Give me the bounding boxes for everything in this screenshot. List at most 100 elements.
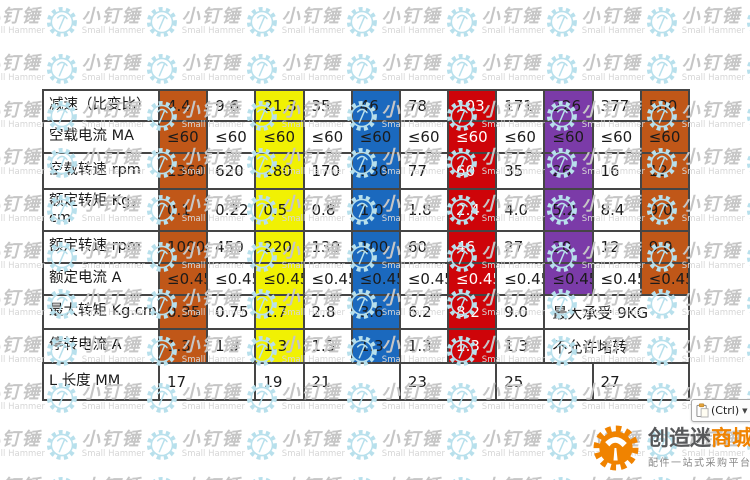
watermark-en-text: Small Hammer xyxy=(381,25,445,36)
table-cell: 60 xyxy=(398,230,450,264)
table-cell: 450 xyxy=(206,230,257,264)
table-cell: 19 xyxy=(254,362,305,401)
table-cell: 620 xyxy=(206,152,257,190)
small-hammer-gear-icon xyxy=(152,477,171,480)
table-row: 停转电流 A 1.3 1.3 1.3 1.3 1.3 1.3 1.3 1.3 不允许堵转 xyxy=(42,328,690,364)
small-hammer-gear-icon xyxy=(652,477,671,480)
table-row: 额定电流 A≤0.45≤0.45≤0.45≤0.45≤0.45≤0.45≤0.4… xyxy=(42,262,691,296)
table-cell: 26 xyxy=(543,152,594,190)
watermark-en-text: Small Hammer xyxy=(681,25,745,36)
table-cell: ≤60 xyxy=(398,120,450,154)
small-hammer-gear-icon xyxy=(246,7,277,37)
table-cell: 77 xyxy=(398,152,450,190)
table-cell: 220 xyxy=(254,230,305,264)
watermark-en-text: Small Hammer xyxy=(0,307,45,318)
small-hammer-gear-icon xyxy=(546,54,577,84)
table-cell: 23 xyxy=(398,362,498,401)
watermark-cn-text: 小钉锤 xyxy=(681,147,742,169)
row-label: 空载电流 MA xyxy=(42,120,160,154)
watermark-en-text: Small Hammer xyxy=(581,72,645,83)
table-cell: ≤0.45 xyxy=(157,262,209,296)
table-cell: ≤0.45 xyxy=(543,262,594,296)
table-cell: 1.3 xyxy=(302,328,353,364)
table-cell: 3.6 xyxy=(350,294,401,330)
watermark-en-text: Small Hammer xyxy=(0,72,45,83)
table-cell: 0.5 xyxy=(254,188,305,232)
table-cell: ≤0.45 xyxy=(591,262,642,296)
brand-logo: 创造迷商城 配件一站式采购平台 xyxy=(591,423,750,473)
table-cell: 不允许堵转 xyxy=(543,328,690,364)
row-label: 空载转速 rpm xyxy=(42,152,160,190)
watermark-cn-text: 小钉锤 xyxy=(681,6,742,28)
table-cell: 280 xyxy=(254,152,305,190)
watermark-en-text: Small Hammer xyxy=(681,354,745,365)
table-cell: 21.3 xyxy=(254,89,305,122)
table-row: 空载电流 MA ≤60 ≤60 ≤60 ≤60 ≤60 ≤60 ≤60 ≤60 ≤60 ≤60 ≤60 xyxy=(42,120,691,154)
table-cell: ≤60 xyxy=(447,120,498,154)
watermark-cn-text: 小钉锤 xyxy=(381,429,442,451)
table-cell: 4.4 xyxy=(157,89,209,122)
table-cell: 1.0 xyxy=(350,188,401,232)
small-hammer-gear-icon xyxy=(246,54,277,84)
watermark-en-text: Small Hammer xyxy=(0,166,45,177)
table-cell: 130 xyxy=(350,152,401,190)
row-label: 额定电流 A xyxy=(42,262,160,296)
table-cell: 1000 xyxy=(157,230,209,264)
table-cell: 8.4 xyxy=(591,188,642,232)
table-cell: 1.3 xyxy=(157,328,209,364)
table-cell: 9.0 xyxy=(639,230,691,264)
table-cell: 500 xyxy=(639,89,691,122)
brand-gear-hammer-icon xyxy=(593,425,639,471)
table-cell: 12 xyxy=(591,230,642,264)
brand-tagline: 配件一站式采购平台 xyxy=(648,458,750,470)
paste-options-button[interactable]: (Ctrl) ▼ xyxy=(691,399,750,422)
watermark-en-text: Small Hammer xyxy=(481,25,545,36)
table-cell: ≤0.45 xyxy=(447,262,498,296)
table-cell: 170 xyxy=(302,152,353,190)
watermark-en-text: Small Hammer xyxy=(281,448,345,459)
small-hammer-gear-icon xyxy=(352,477,371,480)
table-cell: 226 xyxy=(543,89,594,122)
watermark-en-text: Small Hammer xyxy=(381,401,445,412)
row-label: 最大转矩 Kg.cm xyxy=(42,294,160,330)
dropdown-arrow-icon: ▼ xyxy=(742,406,748,415)
watermark-en-text: Small Hammer xyxy=(0,401,45,412)
table-cell: 1360 xyxy=(157,152,209,190)
table-cell: 1.3 xyxy=(206,328,257,364)
table-cell: ≤60 xyxy=(591,120,642,154)
table-cell: 0.35 xyxy=(157,294,209,330)
brand-name-accent: 商城 xyxy=(711,425,750,450)
small-hammer-gear-icon xyxy=(346,430,377,460)
small-hammer-gear-icon xyxy=(446,430,477,460)
watermark-cn-text: 小钉锤 xyxy=(0,6,42,28)
table-cell: 21 xyxy=(302,362,401,401)
small-hammer-gear-icon xyxy=(746,247,750,267)
small-hammer-gear-icon xyxy=(745,474,750,480)
table-cell: 9.6 xyxy=(206,89,257,122)
table-cell: 25 xyxy=(495,362,594,401)
table-cell: ≤60 xyxy=(302,120,353,154)
table-cell: ≤0.45 xyxy=(398,262,450,296)
table-cell: 1.3 xyxy=(447,328,498,364)
table-cell: 2.8 xyxy=(302,294,353,330)
small-hammer-gear-icon xyxy=(46,430,77,460)
small-hammer-gear-icon xyxy=(552,477,571,480)
watermark-cn-text: 小钉锤 xyxy=(381,53,442,75)
watermark-en-text: Small Hammer xyxy=(381,448,445,459)
small-hammer-gear-icon xyxy=(646,7,677,37)
